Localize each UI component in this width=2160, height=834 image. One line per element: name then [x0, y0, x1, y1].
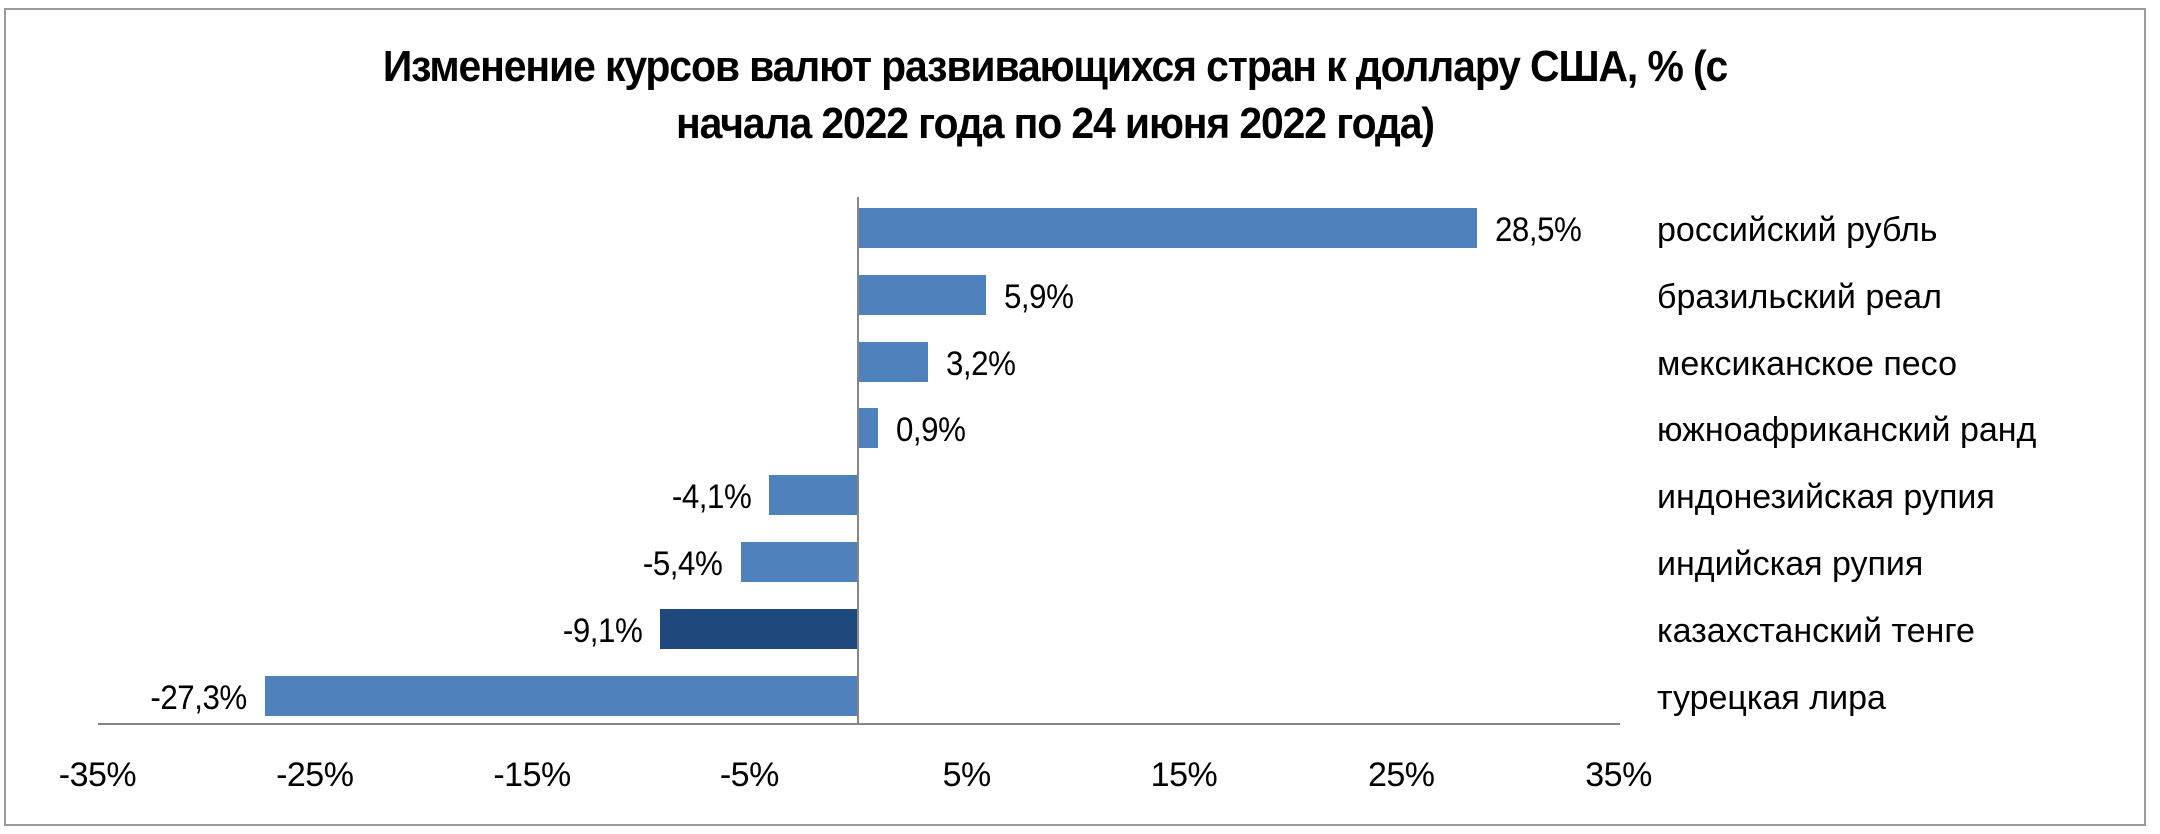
chart-title-line-1: Изменение курсов валют развивающихся стр…: [382, 42, 1728, 91]
data-label: -4,1%: [671, 478, 752, 516]
category-label: мексиканское песо: [1657, 345, 1957, 383]
category-label: южноафриканский ранд: [1657, 411, 2037, 449]
x-tick-label: -5%: [719, 756, 779, 794]
chart-title: Изменение курсов валют развивающихся стр…: [74, 38, 2036, 152]
x-tick-label: -35%: [58, 756, 137, 794]
bar: [740, 542, 858, 582]
x-tick-label: 25%: [1367, 756, 1435, 794]
bar: [660, 609, 858, 649]
data-label: 0,9%: [895, 411, 966, 449]
category-label: казахстанский тенге: [1657, 612, 1975, 650]
bar: [264, 676, 858, 716]
x-tick-label: 35%: [1585, 756, 1652, 794]
vertical-axis-line: [857, 197, 859, 725]
horizontal-axis-line: [98, 723, 1620, 725]
x-tick-label: -15%: [493, 756, 571, 794]
bar: [858, 342, 928, 382]
category-label: турецкая лира: [1657, 679, 1886, 717]
category-label: индонезийская рупия: [1657, 478, 1995, 516]
x-tick-label: -25%: [276, 756, 354, 794]
category-label: российский рубль: [1657, 211, 1938, 249]
data-label: -9,1%: [562, 612, 643, 650]
data-label: 5,9%: [1004, 278, 1074, 316]
category-label: бразильский реал: [1657, 278, 1942, 316]
x-tick-label: 15%: [1150, 756, 1218, 794]
data-label: -5,4%: [643, 545, 723, 583]
x-tick-label: 5%: [942, 756, 992, 794]
bar: [858, 408, 878, 448]
bar: [858, 275, 987, 315]
data-label: -27,3%: [150, 679, 247, 717]
bar: [858, 208, 1478, 248]
bar: [768, 475, 858, 515]
data-label: 3,2%: [945, 345, 1016, 383]
data-label: 28,5%: [1495, 211, 1582, 249]
category-label: индийская рупия: [1657, 545, 1924, 583]
chart-title-line-2: начала 2022 года по 24 июня 2022 года): [676, 99, 1435, 148]
